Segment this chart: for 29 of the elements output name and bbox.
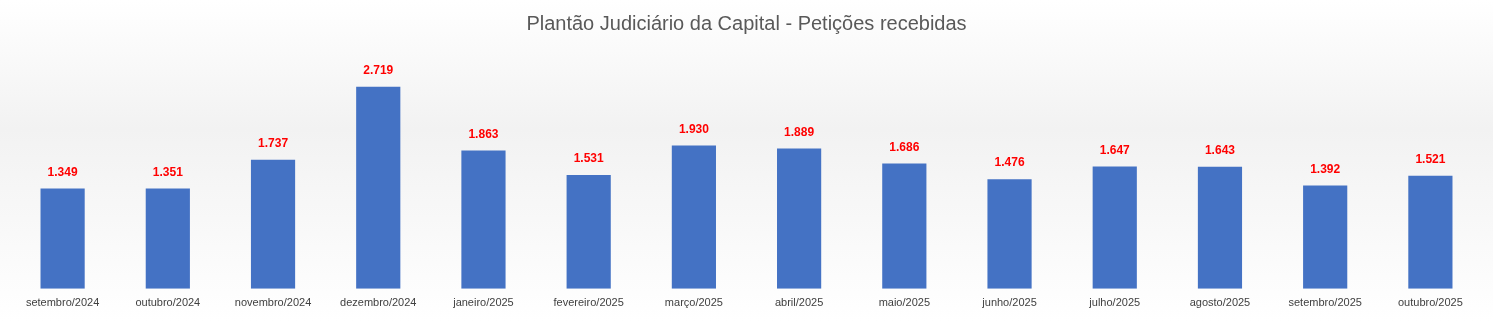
data-label: 1.930 xyxy=(678,121,710,136)
x-tick-label: abril/2025 xyxy=(774,296,824,309)
x-tick-label: janeiro/2025 xyxy=(452,296,514,309)
data-label: 1.647 xyxy=(1099,142,1131,157)
data-label: 1.351 xyxy=(152,164,184,179)
x-tick-label: julho/2025 xyxy=(1088,296,1141,309)
chart-title: Plantão Judiciário da Capital - Petições recebidas xyxy=(526,11,967,34)
data-label: 1.521 xyxy=(1415,152,1446,167)
data-label: 1.531 xyxy=(573,151,605,166)
x-tick-label: outubro/2025 xyxy=(1397,296,1463,309)
data-label: 2.719 xyxy=(363,63,394,78)
x-tick-label: setembro/2025 xyxy=(1288,296,1362,309)
x-tick-label: março/2025 xyxy=(664,296,723,309)
x-tick-label: agosto/2025 xyxy=(1189,296,1251,309)
data-label: 1.737 xyxy=(258,136,289,151)
data-label: 1.349 xyxy=(47,164,78,179)
x-tick-label: novembro/2024 xyxy=(234,296,312,309)
data-label: 1.686 xyxy=(889,139,920,154)
data-label: 1.392 xyxy=(1310,161,1341,176)
data-label: 1.863 xyxy=(468,126,499,141)
x-tick-label: outubro/2024 xyxy=(135,296,201,309)
x-tick-label: fevereiro/2025 xyxy=(553,296,624,309)
data-label: 1.476 xyxy=(994,155,1025,170)
x-tick-label: maio/2025 xyxy=(878,296,931,309)
x-tick-label: dezembro/2024 xyxy=(340,296,417,309)
x-tick-label: setembro/2024 xyxy=(25,296,100,309)
data-label: 1.643 xyxy=(1204,143,1236,158)
data-label: 1.889 xyxy=(784,124,815,139)
x-tick-label: junho/2025 xyxy=(981,296,1037,309)
